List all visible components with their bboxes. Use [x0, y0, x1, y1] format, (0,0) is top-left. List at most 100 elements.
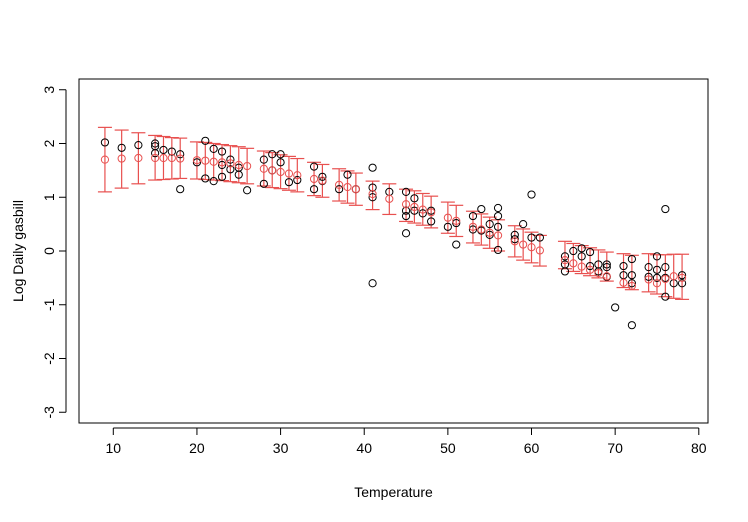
observed-point [401, 211, 411, 221]
observed-point [661, 204, 670, 214]
fitted-point [351, 185, 360, 194]
y-axis-label: Log Daily gasbill [10, 200, 26, 302]
observed-point [276, 158, 285, 167]
fitted-point [418, 205, 427, 214]
fitted-point [318, 176, 327, 185]
observed-point [268, 150, 277, 159]
y-tick-label: -2 [41, 352, 57, 365]
observed-point [176, 185, 185, 194]
interval-bar [307, 161, 322, 197]
observed-point [485, 220, 494, 229]
observed-point [602, 260, 611, 269]
fitted-point [410, 202, 419, 212]
fitted-point [243, 161, 252, 171]
observed-point [217, 160, 227, 170]
fitted-point [535, 246, 544, 255]
observed-point [368, 193, 377, 202]
observed-point [368, 183, 377, 192]
fitted-point [577, 262, 586, 271]
observed-point [234, 170, 243, 179]
interval-bar [281, 155, 296, 191]
observed-point [677, 279, 687, 288]
y-tick-label: -1 [41, 298, 57, 311]
fitted-point [117, 154, 126, 163]
fitted-point [468, 222, 478, 231]
observed-point [117, 143, 126, 152]
observed-point [652, 273, 662, 282]
observed-point [527, 190, 536, 199]
fitted-point [661, 274, 670, 284]
observed-point [510, 235, 519, 244]
fitted-point [176, 154, 185, 163]
interval-bar [516, 228, 531, 261]
interval-bar [449, 204, 464, 238]
observed-point [418, 209, 427, 218]
fitted-point [443, 213, 452, 222]
observed-point [443, 222, 452, 231]
y-tick-label: 2 [41, 139, 57, 147]
observed-point [343, 170, 352, 179]
fitted-point [594, 268, 603, 278]
fitted-point [192, 156, 202, 165]
observed-point [209, 144, 218, 153]
observed-point [493, 222, 503, 231]
fitted-point [368, 189, 377, 199]
fitted-point [259, 164, 268, 173]
interval-bar [675, 253, 690, 300]
interval-bar [399, 188, 414, 223]
fitted-point [652, 279, 662, 288]
observed-point [602, 263, 611, 272]
observed-point [627, 279, 636, 288]
observed-point [401, 187, 411, 196]
x-axis: 10 20 30 40 50 60 70 80 [106, 427, 707, 456]
observed-point [644, 272, 653, 281]
fitted-point [226, 159, 235, 168]
fitted-point [217, 158, 227, 167]
interval-bar [290, 157, 305, 193]
fitted-point [619, 278, 628, 287]
observed-point [217, 147, 227, 156]
y-tick-label: 3 [41, 86, 57, 94]
observed-layer [100, 136, 687, 330]
observed-point [661, 263, 670, 272]
observed-point [493, 211, 503, 221]
observed-point [652, 252, 662, 261]
fitted-point [276, 167, 285, 177]
observed-point [585, 261, 595, 271]
fitted-point [151, 153, 160, 163]
observed-point [318, 172, 327, 181]
observed-point [401, 206, 411, 215]
interval-layer [97, 126, 690, 300]
fitted-point [167, 153, 176, 163]
observed-point [427, 217, 436, 226]
observed-point [134, 141, 143, 150]
x-axis-label: Temperature [354, 484, 433, 500]
observed-point [577, 244, 586, 253]
x-tick-label: 20 [189, 440, 205, 456]
observed-point [677, 271, 687, 280]
observed-point [335, 185, 344, 194]
observed-point [519, 220, 528, 229]
fitted-point [569, 259, 578, 268]
observed-point [493, 203, 503, 213]
x-tick-label: 80 [691, 440, 707, 456]
interval-bar [114, 129, 129, 189]
interval-bar [240, 147, 255, 185]
fitted-point [602, 272, 611, 281]
x-tick-label: 40 [356, 440, 372, 456]
interval-bar [507, 225, 522, 258]
x-tick-label: 60 [524, 440, 540, 456]
observed-point [652, 265, 662, 274]
observed-point [661, 292, 670, 301]
fitted-point [284, 169, 294, 178]
y-tick-label: 1 [41, 193, 57, 201]
observed-point [176, 150, 185, 159]
interval-bar [424, 195, 439, 229]
observed-point [527, 233, 536, 242]
observed-point [611, 303, 620, 312]
observed-point [151, 149, 160, 158]
observed-point [619, 261, 628, 271]
fitted-point [134, 153, 143, 163]
interval-bar [440, 201, 455, 234]
